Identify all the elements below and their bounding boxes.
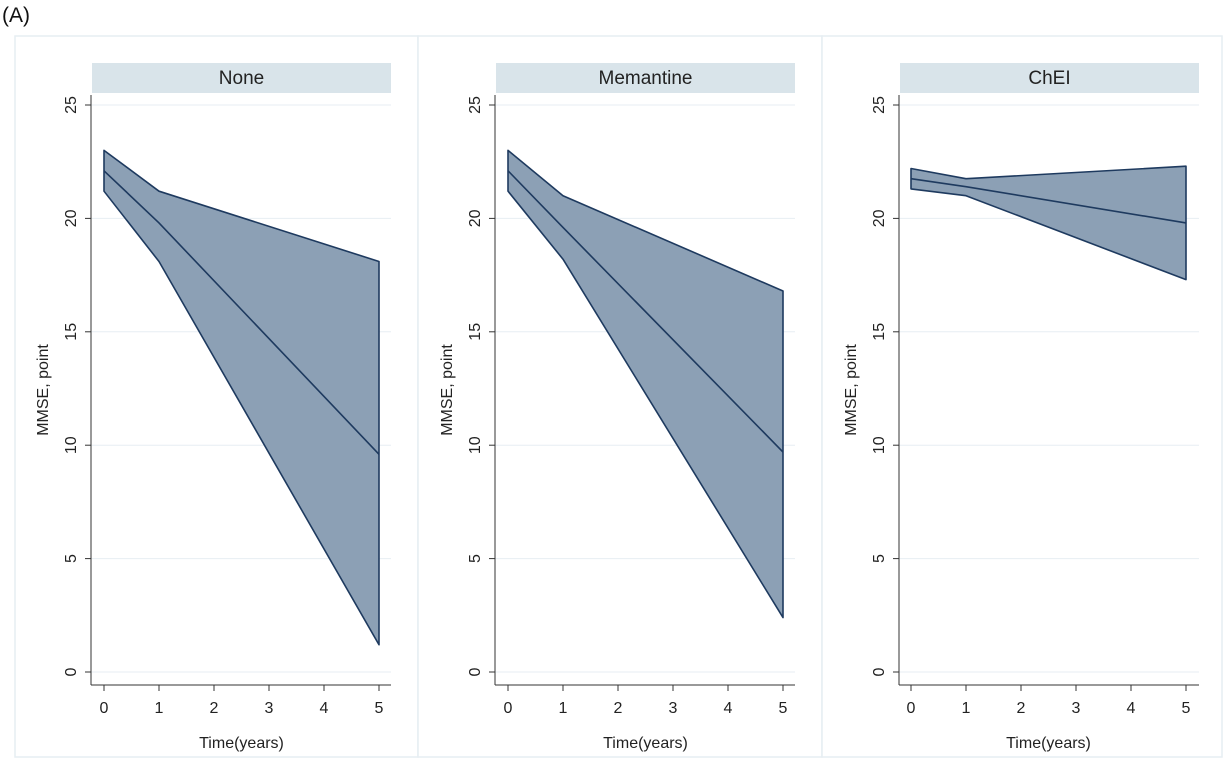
y-tick-label: 10: [871, 436, 888, 454]
x-tick-label: 5: [779, 700, 788, 717]
x-tick-label: 1: [559, 700, 568, 717]
x-tick-label: 4: [1127, 700, 1136, 717]
x-tick-label: 3: [669, 700, 678, 717]
y-tick-label: 15: [871, 323, 888, 341]
y-tick-label: 15: [467, 323, 484, 341]
y-tick-label: 20: [871, 209, 888, 227]
x-tick-label: 3: [265, 700, 274, 717]
y-tick-label: 5: [467, 554, 484, 563]
x-tick-label: 1: [962, 700, 971, 717]
x-tick-label: 1: [155, 700, 164, 717]
x-tick-label: 4: [320, 700, 329, 717]
panel-title: Memantine: [599, 68, 693, 89]
confidence-band: [507, 149, 784, 619]
y-axis-label: MMSE, point: [35, 344, 52, 436]
x-tick-label: 5: [1182, 700, 1191, 717]
y-tick-label: 20: [467, 209, 484, 227]
panel-frame: [821, 35, 1223, 758]
y-tick-label: 5: [871, 554, 888, 563]
x-tick-label: 2: [614, 700, 623, 717]
confidence-band: [910, 165, 1187, 281]
mean-line: [910, 177, 1187, 224]
y-tick-label: 15: [63, 323, 80, 341]
x-axis-label: Time(years): [603, 735, 688, 752]
y-tick-label: 25: [871, 96, 888, 114]
panel-title: None: [219, 68, 264, 89]
panel-title-strip: [900, 63, 1199, 93]
x-tick-label: 2: [1017, 700, 1026, 717]
y-axis-label: MMSE, point: [439, 344, 456, 436]
y-tick-label: 5: [63, 554, 80, 563]
y-tick-label: 10: [467, 436, 484, 454]
figure-label: (A): [2, 4, 30, 27]
x-tick-label: 0: [100, 700, 109, 717]
mean-line: [507, 170, 784, 453]
chart-panel: ChEI 0 5 10 15 20 25 MMSE, point 0 1 2 3 4 5 Time(year…: [821, 35, 1223, 758]
x-tick-label: 2: [210, 700, 219, 717]
y-tick-label: 0: [871, 667, 888, 676]
panel-title-strip: [496, 63, 795, 93]
y-tick-label: 25: [467, 96, 484, 114]
panel-title: ChEI: [1028, 68, 1070, 89]
panel-title-strip: [92, 63, 391, 93]
x-tick-label: 4: [724, 700, 733, 717]
y-tick-label: 0: [467, 667, 484, 676]
mean-line: [103, 170, 380, 455]
y-tick-label: 10: [63, 436, 80, 454]
y-tick-label: 0: [63, 667, 80, 676]
chart-panel: Memantine 0 5 10 15 20 25 MMSE, point 0 1 2 3 4 5 Time…: [417, 35, 823, 758]
x-axis-label: Time(years): [199, 735, 284, 752]
x-tick-label: 0: [907, 700, 916, 717]
chart-panel: None 0 5 10 15 20 25 MMSE, point 0 1 2 3 4 5 Time(year…: [14, 35, 419, 758]
y-tick-label: 25: [63, 96, 80, 114]
x-tick-label: 0: [504, 700, 513, 717]
confidence-band: [103, 149, 380, 646]
x-tick-label: 5: [375, 700, 384, 717]
x-tick-label: 3: [1072, 700, 1081, 717]
x-axis-label: Time(years): [1006, 735, 1091, 752]
y-tick-label: 20: [63, 209, 80, 227]
y-axis-label: MMSE, point: [843, 344, 860, 436]
